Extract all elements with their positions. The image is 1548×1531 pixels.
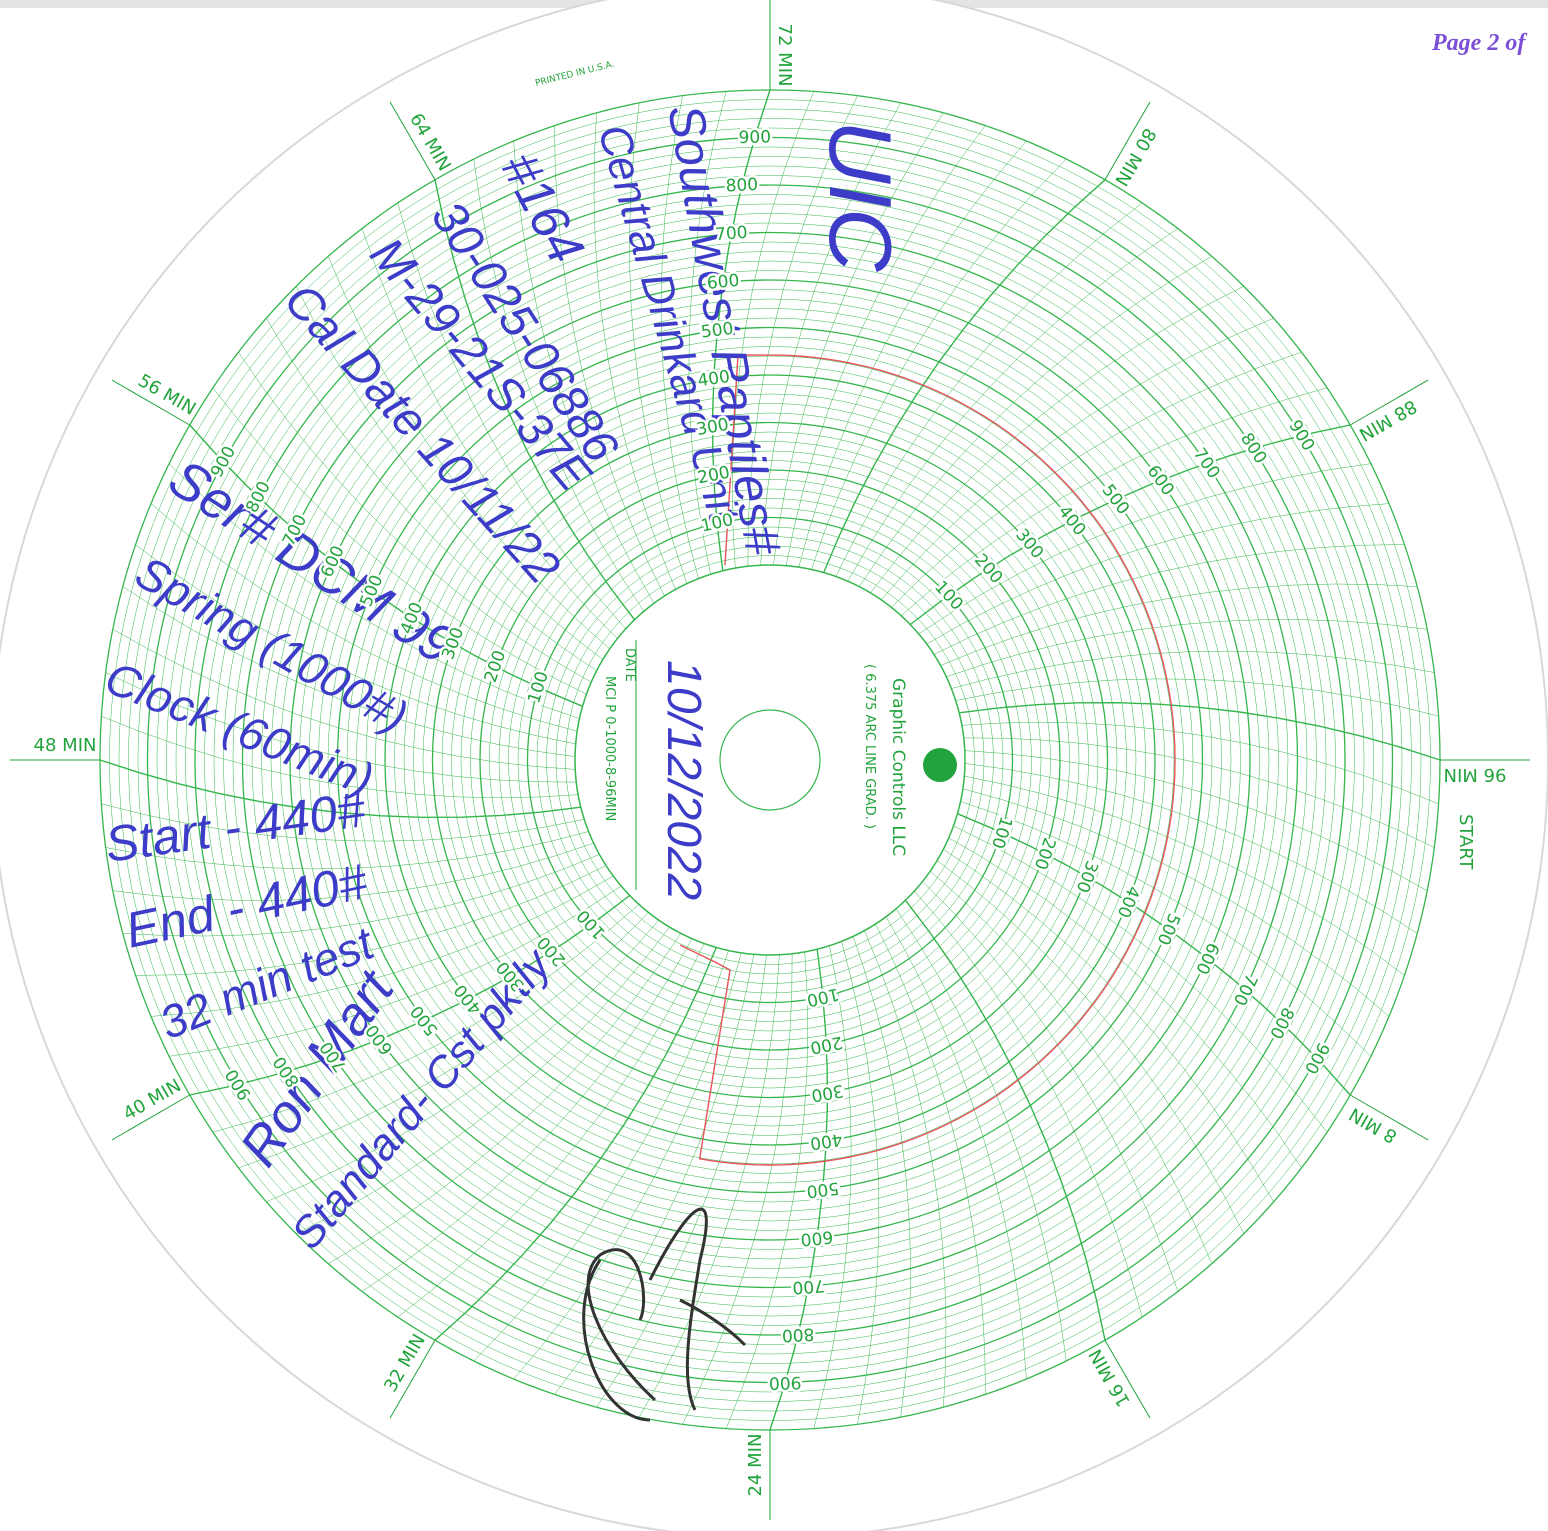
time-label: 72 MIN	[774, 24, 795, 87]
time-label: 24 MIN	[745, 1434, 766, 1497]
handwritten-date: 10/12/2022	[657, 660, 710, 900]
scale-label: 600	[800, 1226, 834, 1249]
body: Page 2 of Graphic Controls LLC ( 6.375 A…	[0, 0, 1548, 1531]
page-number: Page 2 of	[1431, 30, 1527, 56]
date-label: DATE	[622, 648, 637, 682]
model: MCI P 0-1000-8-96MIN	[602, 676, 617, 821]
start-label: START	[1455, 814, 1476, 871]
scale-label: 500	[805, 1177, 840, 1201]
scale-label: 900	[769, 1372, 802, 1393]
brand-logo	[923, 748, 957, 782]
spec: ( 6.375 ARC LINE GRAD. )	[862, 664, 877, 829]
scale-label: 700	[714, 223, 748, 245]
scale-label: 900	[738, 127, 771, 148]
scale-label: 800	[781, 1324, 814, 1346]
scale-label: 700	[792, 1275, 826, 1297]
time-label: 48 MIN	[34, 735, 97, 756]
scan: Page 2 of Graphic Controls LLC ( 6.375 A…	[0, 0, 1548, 1531]
time-label: 96 MIN	[1444, 764, 1507, 785]
page: {"header": {"page": "Page 2 of"}, "chart…	[0, 0, 1548, 1531]
brand: Graphic Controls LLC	[888, 678, 908, 856]
handwritten-site: UIC	[811, 120, 910, 273]
scale-label: 600	[706, 271, 740, 294]
scale-label: 800	[725, 175, 758, 197]
scale-label: 500	[700, 319, 735, 343]
